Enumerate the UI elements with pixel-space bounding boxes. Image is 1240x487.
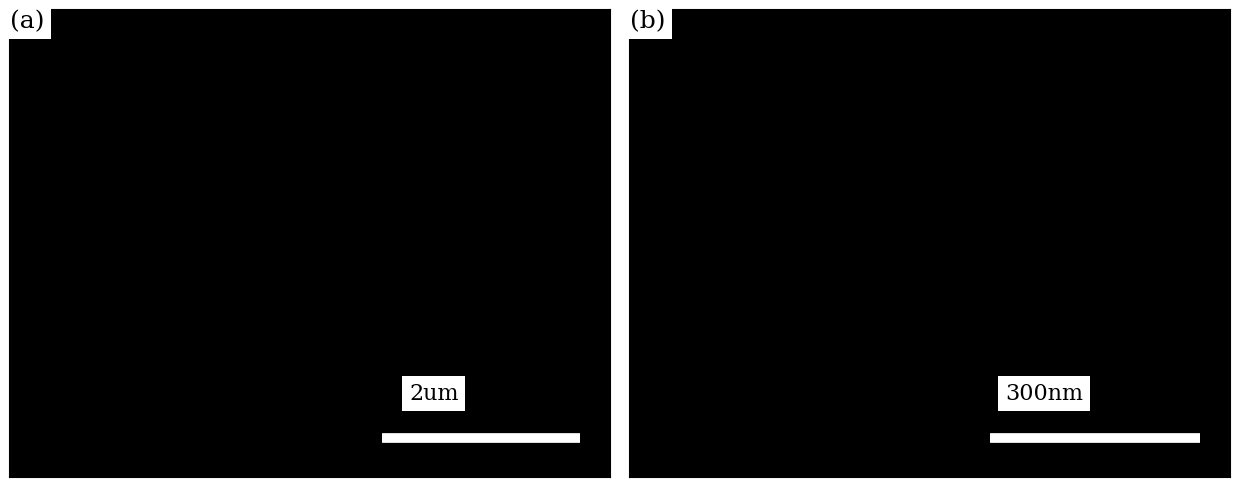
Text: 2um: 2um [409,383,459,405]
Text: (b): (b) [630,10,666,33]
Text: (a): (a) [10,10,45,33]
Text: 300nm: 300nm [1004,383,1083,405]
